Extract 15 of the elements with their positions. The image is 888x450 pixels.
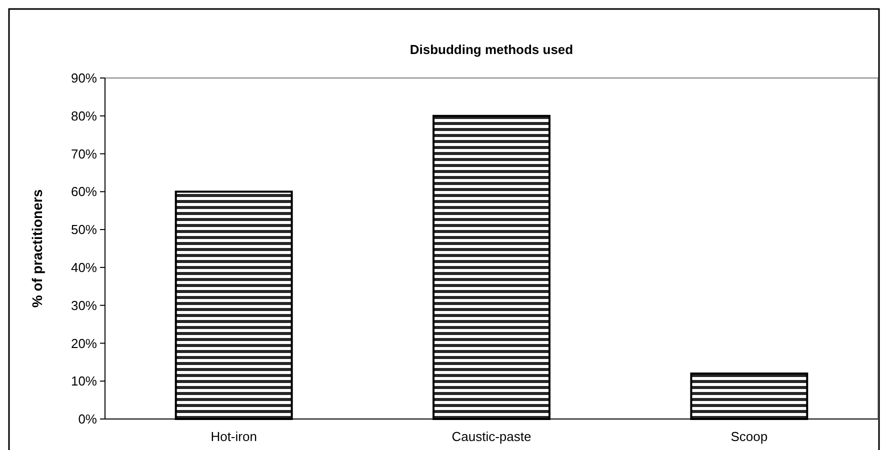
x-tick-label: Caustic-paste — [452, 429, 532, 444]
y-tick-label: 40% — [70, 260, 98, 275]
y-tick-label: 10% — [70, 374, 98, 389]
y-tick-label: 60% — [70, 184, 98, 200]
x-tick-label: Scoop — [730, 429, 768, 444]
y-tick-label: 20% — [70, 336, 98, 351]
y-axis-title: % of practitioners — [29, 189, 45, 308]
chart-title: Disbudding methods used — [410, 42, 574, 57]
y-tick-label: 70% — [70, 146, 98, 162]
y-tick-label: 80% — [70, 108, 98, 124]
x-tick-label: Hot-iron — [210, 429, 257, 444]
y-tick-label: 90% — [70, 70, 98, 86]
y-tick-label: 0% — [78, 412, 98, 427]
y-tick-label: 30% — [70, 298, 98, 313]
y-tick-label: 50% — [70, 222, 98, 238]
